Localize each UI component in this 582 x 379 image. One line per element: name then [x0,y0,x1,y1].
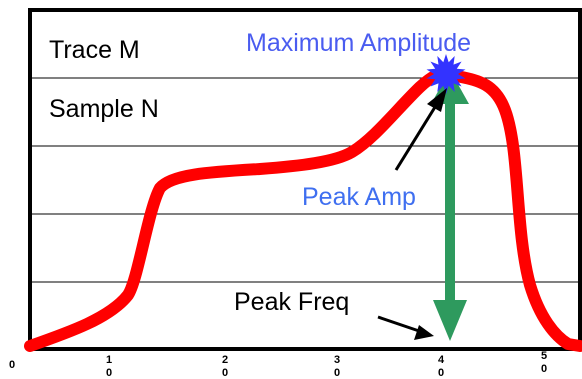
arrow-shaft [445,100,455,300]
x-tick-sub: 0 [334,367,340,379]
x-tick-sub: 0 [222,367,228,379]
trace-label: Trace M [49,36,140,64]
waveform-curve [24,67,582,352]
grid-lines [30,77,580,283]
x-tick-digit: 0 [9,359,15,371]
plot-frame [28,8,582,351]
x-tick: 0 [9,359,15,371]
peak-amp-pointer-line [394,98,442,171]
x-tick: 2 0 [222,354,228,379]
arrow-head-down [433,300,467,341]
peak-amp-pointer-head [427,88,447,112]
x-tick-digit: 1 [106,354,112,366]
pointer-arrows [377,88,447,340]
x-tick: 5 0 [541,350,547,375]
x-tick-sub: 0 [541,363,547,375]
maximum-amplitude-label: Maximum Amplitude [246,29,471,57]
x-axis-ticks: 0 1 0 2 0 3 0 4 0 5 0 [9,350,547,379]
x-tick-sub: 0 [106,367,112,379]
x-tick-digit: 3 [334,354,340,366]
x-tick-digit: 2 [222,354,228,366]
x-tick: 4 0 [438,354,445,379]
x-tick-digit: 5 [541,350,547,362]
x-tick: 3 0 [334,354,340,379]
peak-freq-pointer-head [414,325,434,340]
sample-label: Sample N [49,95,159,123]
peak-amp-label: Peak Amp [302,183,416,211]
x-tick-sub: 0 [438,367,444,379]
x-tick: 1 0 [106,354,112,379]
maximum-star-icon [426,54,466,94]
x-tick-digit: 4 [438,354,445,366]
peak-freq-label: Peak Freq [234,288,349,316]
peak-freq-pointer-line [377,315,423,334]
